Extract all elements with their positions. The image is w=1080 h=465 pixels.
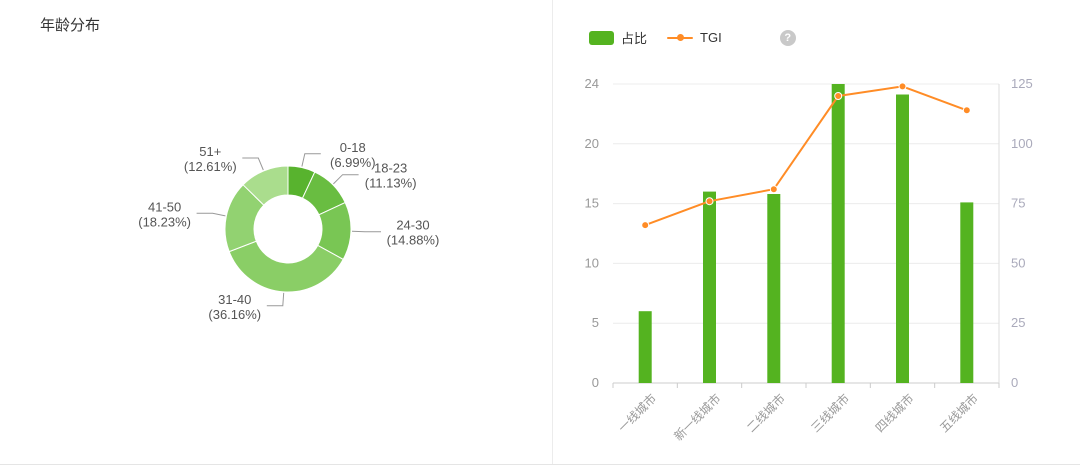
panel-title: 年龄分布 xyxy=(40,14,100,35)
help-icon[interactable]: ? xyxy=(780,30,796,46)
right-axis-tick-label: 100 xyxy=(1011,136,1033,151)
tgi-point-一线城市[interactable] xyxy=(642,222,649,229)
line-legend-dot xyxy=(677,34,684,41)
legend-item-bar[interactable]: 占比 xyxy=(589,28,647,47)
bar-legend-swatch xyxy=(589,31,614,45)
tgi-point-新一线城市[interactable] xyxy=(706,198,713,205)
left-axis-tick-label: 15 xyxy=(585,196,599,211)
right-axis-tick-label: 25 xyxy=(1011,315,1025,330)
legend-item-line[interactable]: TGI xyxy=(667,30,722,45)
donut-label-line xyxy=(333,175,358,184)
x-axis-label: 二线城市 xyxy=(743,391,788,436)
x-axis-label: 五线城市 xyxy=(936,391,981,436)
bar-二线城市[interactable] xyxy=(767,194,780,383)
legend-label-line: TGI xyxy=(700,30,722,45)
donut-label: 41-50(18.23%) xyxy=(138,199,191,229)
x-axis-label: 新一线城市 xyxy=(671,391,724,444)
bar-五线城市[interactable] xyxy=(960,202,973,383)
x-axis-label: 四线城市 xyxy=(872,391,917,436)
donut-label: 31-40(36.16%) xyxy=(208,292,261,322)
age-donut-svg: 0-18(6.99%)18-23(11.13%)24-30(14.88%)31-… xyxy=(0,0,552,464)
left-axis-tick-label: 20 xyxy=(585,136,599,151)
right-axis-tick-label: 75 xyxy=(1011,196,1025,211)
donut-label: 0-18(6.99%) xyxy=(330,140,376,170)
left-axis-tick-label: 5 xyxy=(592,315,599,330)
bar-一线城市[interactable] xyxy=(639,311,652,383)
tgi-line xyxy=(645,86,967,225)
right-axis-tick-label: 125 xyxy=(1011,76,1033,91)
tgi-point-二线城市[interactable] xyxy=(770,186,777,193)
x-axis-label: 三线城市 xyxy=(808,391,853,436)
bar-新一线城市[interactable] xyxy=(703,192,716,383)
left-axis-tick-label: 24 xyxy=(585,76,599,91)
age-distribution-donut-chart[interactable]: 0-18(6.99%)18-23(11.13%)24-30(14.88%)31-… xyxy=(0,0,552,464)
legend-label-bar: 占比 xyxy=(621,28,647,47)
donut-label: 24-30(14.88%) xyxy=(387,218,440,248)
bar-四线城市[interactable] xyxy=(896,95,909,384)
tgi-point-五线城市[interactable] xyxy=(963,107,970,114)
chart-legend: 占比 TGI ? xyxy=(589,28,796,47)
right-axis-tick-label: 50 xyxy=(1011,255,1025,270)
donut-label-line xyxy=(267,293,284,306)
line-legend-swatch xyxy=(667,37,693,39)
left-axis-tick-label: 10 xyxy=(585,255,599,270)
donut-label-line xyxy=(242,158,263,170)
city-tier-combo-chart[interactable]: 0 5 10 15 20 24 0 25 50 75 100 125 一线城市新一线城市二线城市三线城市… xyxy=(553,0,1080,464)
combo-chart-svg: 0 5 10 15 20 24 0 25 50 75 100 125 一线城市新一线城市二线城市三线城市… xyxy=(553,0,1080,464)
x-axis-label: 一线城市 xyxy=(615,391,660,436)
donut-label-line xyxy=(302,154,321,167)
city-tier-panel: 占比 TGI ? 0 5 10 15 20 24 0 25 50 75 100 125 一线城市新一线城… xyxy=(553,0,1080,464)
right-axis-tick-label: 0 xyxy=(1011,375,1018,390)
age-distribution-panel: 年龄分布 0-18(6.99%)18-23(11.13%)24-30(14.88… xyxy=(0,0,552,464)
tgi-point-四线城市[interactable] xyxy=(899,83,906,90)
bar-三线城市[interactable] xyxy=(832,84,845,383)
donut-label-line xyxy=(197,213,226,216)
tgi-point-三线城市[interactable] xyxy=(835,93,842,100)
donut-label: 51+(12.61%) xyxy=(184,144,237,174)
left-axis-tick-label: 0 xyxy=(592,375,599,390)
